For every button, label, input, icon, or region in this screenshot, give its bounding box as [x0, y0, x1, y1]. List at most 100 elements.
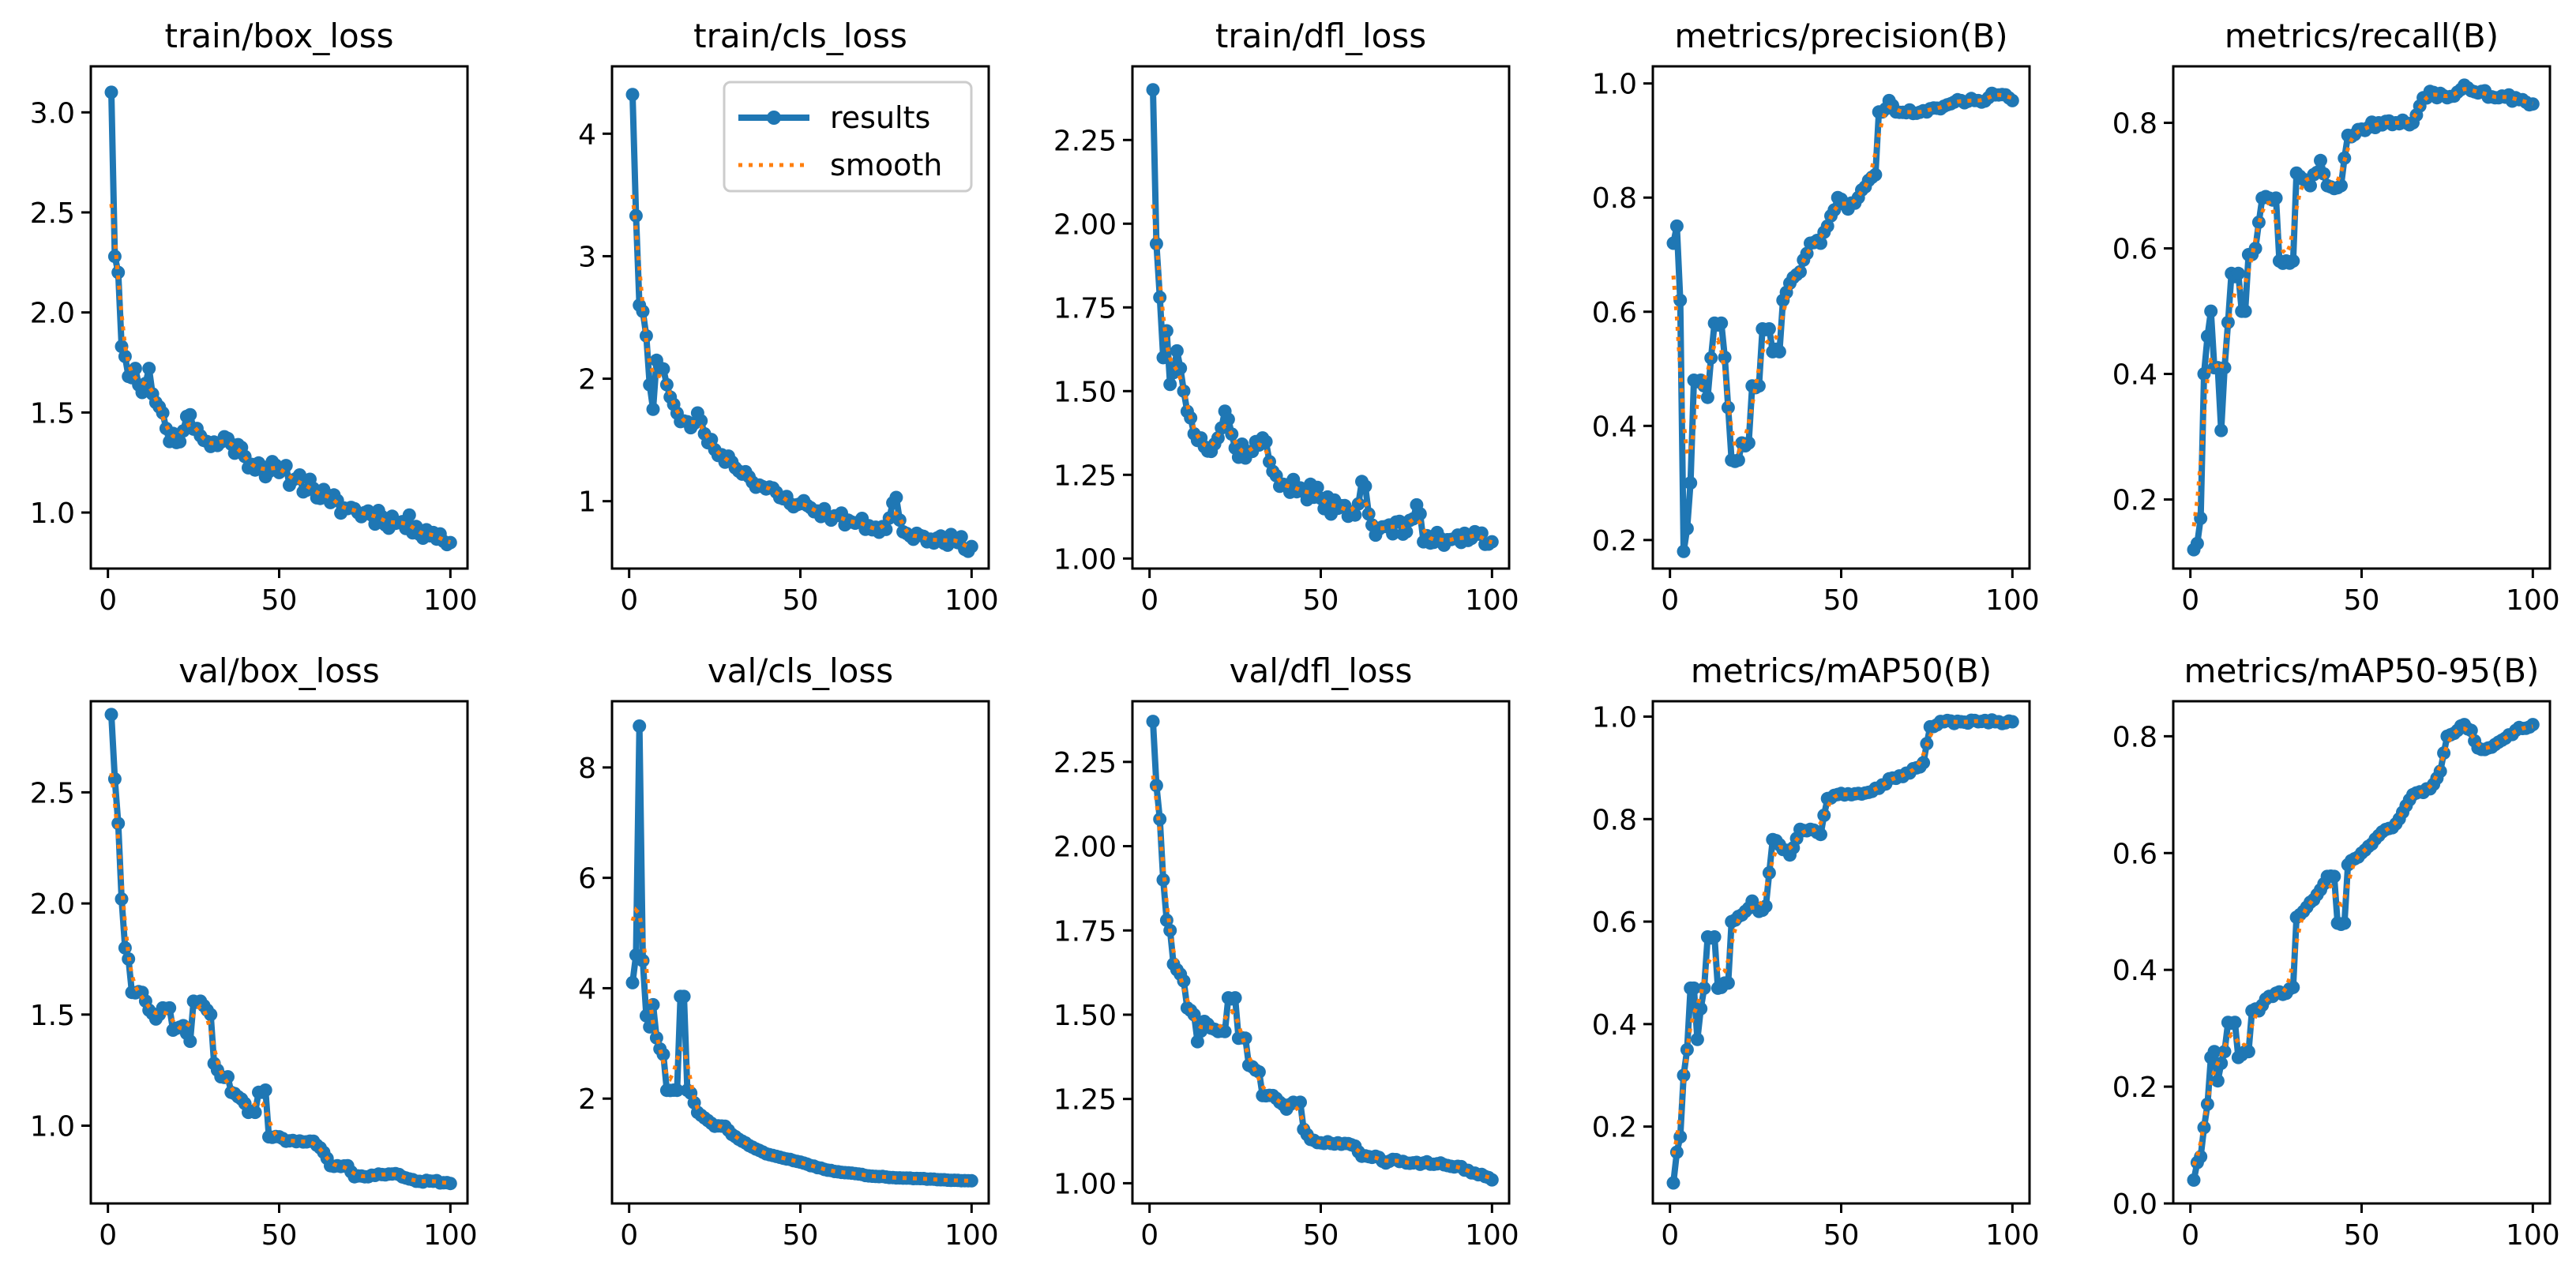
results-point	[293, 468, 306, 482]
results-point	[1351, 497, 1365, 511]
panel-title: train/dfl_loss	[1215, 17, 1426, 55]
smooth-line	[1151, 775, 1493, 1181]
results-point	[204, 1008, 218, 1022]
results-point	[1793, 265, 1807, 279]
results-point	[183, 1034, 197, 1049]
legend-results-label: results	[830, 100, 930, 135]
smooth-line	[1671, 92, 2013, 456]
y-tick-label: 2.00	[1053, 208, 1117, 241]
x-tick-label: 0	[620, 584, 638, 617]
legend: results smooth	[723, 81, 973, 193]
plot-area	[1666, 713, 2019, 1190]
results-point	[258, 1083, 272, 1097]
results-point	[2197, 1121, 2211, 1135]
results-point	[2525, 97, 2540, 111]
panel-7: val/cls_loss 0 50 100 2 4 6 8	[578, 651, 999, 1252]
results-point	[176, 424, 190, 438]
results-point	[2286, 980, 2300, 994]
smooth-line	[2191, 724, 2533, 1166]
results-point	[1868, 167, 1883, 182]
x-tick-label: 0	[1661, 584, 1679, 617]
y-tick-label: 0.6	[1592, 907, 1637, 939]
results-point	[639, 329, 653, 343]
results-point	[633, 719, 647, 733]
results-point	[118, 349, 132, 363]
x-tick-label: 50	[1823, 1219, 1860, 1252]
results-point	[1413, 507, 1427, 521]
y-tick-label: 0.6	[2112, 234, 2157, 266]
plot-area	[104, 708, 457, 1191]
results-point	[2327, 869, 2341, 884]
results-point	[2433, 764, 2447, 779]
results-point	[1741, 436, 1756, 450]
results-point	[2187, 1173, 2201, 1187]
results-point	[1146, 715, 1160, 729]
results-point	[1687, 981, 1701, 995]
results-point	[2231, 266, 2245, 280]
panel-title: val/box_loss	[178, 651, 379, 690]
results-point	[646, 402, 660, 416]
results-line	[108, 714, 452, 1187]
axes-frame	[89, 700, 469, 1205]
results-point	[111, 265, 126, 280]
results-point	[2334, 178, 2348, 193]
results-point	[104, 708, 118, 722]
y-tick-label: 1.75	[1053, 292, 1117, 325]
panel-3: train/dfl_loss 0 50 100 1.00 1.25 1.50 1.75 2.00…	[1053, 17, 1519, 617]
y-tick-label: 1.5	[30, 1000, 75, 1032]
results-point	[2525, 718, 2540, 732]
smooth-line	[109, 203, 451, 545]
results-point	[221, 1070, 235, 1084]
results-point	[656, 1047, 670, 1061]
results-point	[2214, 423, 2229, 437]
y-tick-label: 1.50	[1053, 376, 1117, 408]
results-point	[1177, 384, 1191, 398]
x-tick-label: 100	[944, 584, 999, 617]
y-tick-label: 0.2	[1592, 525, 1637, 558]
panel-title: val/dfl_loss	[1230, 651, 1413, 690]
x-tick-label: 50	[261, 1219, 298, 1252]
x-tick-label: 100	[423, 1219, 478, 1252]
y-tick-label: 8	[578, 753, 596, 785]
results-point	[1173, 361, 1188, 375]
results-point	[889, 490, 903, 505]
y-tick-label: 2.25	[1053, 125, 1117, 157]
y-tick-label: 2	[578, 1083, 596, 1116]
results-point	[2214, 1057, 2229, 1070]
x-tick-label: 100	[1985, 584, 2040, 617]
results-point	[1156, 351, 1170, 365]
x-tick-label: 50	[783, 584, 819, 617]
axes-frame	[89, 65, 469, 570]
results-point	[2248, 242, 2262, 256]
y-tick-label: 1.0	[1592, 69, 1637, 101]
results-point	[2241, 1045, 2255, 1059]
results-point	[636, 954, 650, 967]
plot-area	[2187, 718, 2540, 1187]
results-point	[2338, 916, 2352, 930]
results-point	[1666, 1176, 1680, 1190]
panel-10: metrics/mAP50-95(B) 0 50 100 0.0 0.2 0.4 0.6 0.8	[2112, 651, 2560, 1252]
panel-6: val/box_loss 0 50 100 1.0 1.5 2.0 2.5	[30, 651, 478, 1252]
panel-title: metrics/mAP50-95(B)	[2184, 651, 2540, 690]
x-tick-label: 0	[99, 584, 117, 617]
results-point	[964, 539, 978, 554]
results-point	[248, 1106, 262, 1120]
results-point	[1917, 756, 1931, 770]
panel-title: metrics/precision(B)	[1674, 17, 2007, 55]
x-tick-label: 0	[620, 1219, 638, 1252]
panel-4: metrics/precision(B) 0 50 100 0.2 0.4 0.6 0.8 1.…	[1592, 17, 2040, 617]
x-tick-label: 0	[2181, 584, 2199, 617]
results-point	[1721, 400, 1735, 415]
results-point	[1358, 479, 1372, 494]
y-tick-label: 2.0	[30, 298, 75, 330]
y-tick-label: 1.00	[1053, 1168, 1117, 1200]
results-point	[2238, 304, 2252, 318]
results-point	[128, 362, 142, 376]
results-point	[1190, 1034, 1204, 1049]
smooth-line	[2191, 87, 2533, 527]
results-point	[443, 535, 457, 550]
smooth-line	[630, 194, 972, 550]
y-tick-label: 0.2	[2112, 1072, 2157, 1104]
results-point	[1669, 1145, 1684, 1159]
plot-area	[625, 719, 978, 1188]
